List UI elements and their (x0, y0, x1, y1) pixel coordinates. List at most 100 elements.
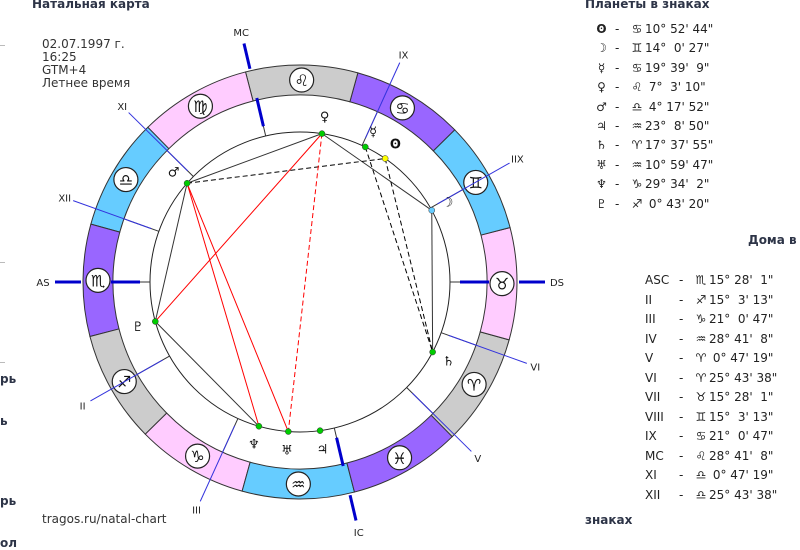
house-degree: 15° 3' 13" (709, 409, 774, 424)
aspect-line (186, 183, 289, 432)
angle-axis (242, 43, 252, 70)
left-fragment[interactable]: ь (0, 414, 8, 428)
aspect-line (321, 133, 433, 211)
planet-degree: 19° 39' 9" (645, 60, 710, 75)
sign-icon: ♒︎ (631, 119, 643, 133)
house-row: ASC - ♏︎ 15° 28' 1" (645, 271, 773, 290)
sign-icon: ♓︎ (392, 449, 406, 468)
house-cusp-marker (199, 425, 236, 502)
house-name: V (645, 351, 654, 365)
mars-icon: ♂︎ (596, 99, 607, 114)
house-label: VI (530, 362, 540, 373)
house-label: AS (36, 278, 49, 289)
sign-icon: ♊︎ (695, 409, 707, 424)
dash: - (679, 331, 684, 346)
planet-dot (255, 423, 263, 430)
planet-degree: 10° 52' 44" (645, 22, 714, 36)
house-row: XII - ♎︎ 25° 43' 38" (645, 486, 777, 505)
house-cusp-marker (90, 359, 163, 402)
planet-row: ♅︎ - ♒︎ 10° 59' 47" (588, 156, 713, 175)
dash: - (679, 409, 684, 424)
house-name: VIII (645, 409, 664, 424)
moon-icon: ☽︎ (596, 41, 607, 56)
sign-icon: ♊︎ (631, 41, 643, 56)
natal-chart-wheel: ♈︎♉︎♊︎♋︎♌︎♍︎♎︎♏︎♐︎♑︎♒︎♓︎ASIIIIIICVVIDSII… (36, 28, 564, 539)
house-degree: 15° 28' 1" (709, 273, 774, 287)
aspect-line (154, 321, 260, 427)
planet-row: ♂︎ - ♎︎ 4° 17' 52" (588, 98, 709, 117)
sign-badge (184, 443, 211, 469)
sign-icon: ♈︎ (467, 375, 481, 394)
uranus-icon: ♅︎ (596, 157, 607, 172)
sign-icon: ♈︎ (631, 138, 643, 153)
left-fragment[interactable]: рь (0, 494, 17, 508)
house-row: III - ♑︎ 21° 0' 47" (645, 310, 773, 329)
birth-time: 16:25 (42, 50, 77, 64)
planet-degree: 14° 0' 27" (645, 41, 710, 56)
planet-degree: 17° 37' 55" (645, 138, 714, 153)
house-label: MC (233, 28, 249, 39)
sign-icon: ♎︎ (631, 99, 643, 114)
dash: - (679, 468, 684, 482)
house-row: V - ♈︎ 0° 47' 19" (645, 349, 773, 368)
sign-badge (113, 166, 139, 193)
dash: - (615, 22, 620, 36)
house-label: II (80, 401, 86, 412)
sign-icon: ♏︎ (91, 271, 105, 290)
planet-row: ☿︎ - ♋︎ 19° 39' 9" (588, 59, 710, 78)
aspect-line (187, 158, 386, 184)
footer-url[interactable]: tragos.ru/natal-chart (42, 512, 167, 526)
house-row: IX - ♋︎ 21° 0' 47" (645, 427, 773, 446)
house-label: XI (117, 102, 127, 113)
mercury-icon: ☿︎ (597, 60, 606, 75)
planet-dot (429, 348, 436, 356)
sign-icon: ♋︎ (695, 429, 707, 443)
neptune-icon: ♆︎ (248, 438, 260, 453)
sign-icon: ♌︎ (695, 448, 707, 463)
left-fragment[interactable]: рь (0, 372, 17, 386)
planet-row: ♄︎ - ♈︎ 17° 37' 55" (588, 136, 713, 155)
dash: - (679, 487, 684, 502)
house-cusp-marker (128, 112, 189, 172)
house-label: IX (399, 50, 409, 61)
moon-icon: ☽︎ (442, 196, 454, 211)
sign-badge (461, 371, 487, 398)
venus-icon: ♀︎ (320, 110, 330, 125)
house-cusp-marker (72, 200, 152, 230)
angle-axis (335, 437, 345, 467)
house-degree: 28° 41' 8" (709, 448, 774, 463)
planet-dot (318, 130, 326, 137)
dash: - (679, 429, 684, 443)
aspect-line (364, 146, 434, 353)
edge-tick (0, 262, 5, 263)
sign-badge (389, 95, 416, 121)
birth-date: 02.07.1997 г. (42, 37, 125, 51)
sign-icon: ♏︎ (695, 273, 707, 287)
aspect-line (186, 133, 323, 184)
sign-icon: ♉︎ (695, 390, 707, 404)
uranus-icon: ♅︎ (281, 443, 293, 458)
house-name: VII (645, 390, 661, 404)
venus-icon: ♀︎ (597, 80, 606, 95)
sun-icon: ʘ︎ (596, 22, 607, 36)
planet-dot (381, 155, 389, 162)
planet-row: ♇︎ - ♐︎ 0° 43' 20" (588, 195, 709, 214)
house-name: II (645, 292, 653, 307)
house-degree: 15° 3' 13" (709, 292, 774, 307)
house-name: IV (645, 331, 657, 346)
dash: - (679, 312, 684, 326)
house-row: VIII - ♊︎ 15° 3' 13" (645, 408, 773, 427)
dash: - (615, 177, 620, 192)
sign-badge (187, 93, 214, 119)
jupiter-icon: ♃︎ (596, 119, 607, 133)
sign-badge (489, 271, 515, 297)
house-cusp-marker (437, 162, 510, 205)
house-degree: 28° 41' 8" (709, 331, 774, 346)
house-degree: 25° 43' 38" (709, 487, 778, 502)
house-name: VI (645, 370, 657, 385)
house-label: DS (550, 278, 564, 289)
house-label: III (192, 506, 201, 517)
house-cusp-marker (364, 62, 401, 139)
house-cusp-marker (448, 334, 528, 364)
page-title: Натальная карта (32, 0, 150, 11)
